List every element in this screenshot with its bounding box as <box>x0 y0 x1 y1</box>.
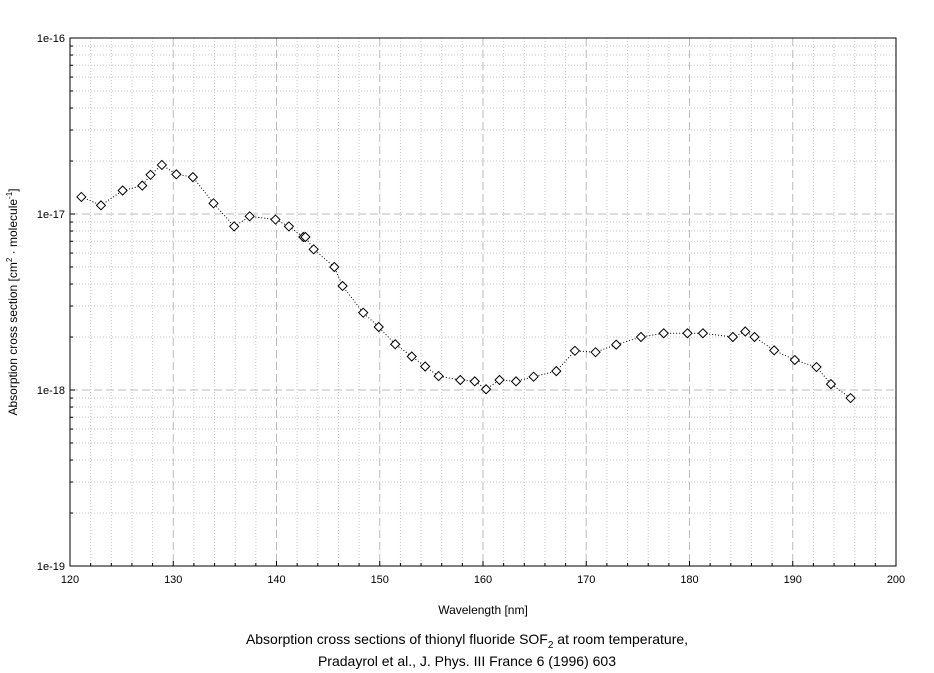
y-axis-label: Absorption cross section [cm2 · molecule… <box>5 188 20 415</box>
data-point-marker <box>551 365 562 377</box>
data-point-marker <box>740 326 751 337</box>
data-point-marker <box>308 244 319 255</box>
y-axis-label-sup2: -1 <box>5 191 14 199</box>
data-point-marker <box>749 331 760 343</box>
data-point-marker <box>528 371 539 382</box>
data-point-marker <box>76 191 87 203</box>
data-point-marker <box>658 328 669 339</box>
data-point-marker <box>569 345 581 357</box>
data-point-marker <box>300 231 311 243</box>
x-tick-label: 130 <box>164 574 182 586</box>
y-tick-label: 1e-18 <box>37 385 65 397</box>
x-axis-label: Wavelength [nm] <box>438 603 528 617</box>
data-point-marker <box>697 328 709 339</box>
y-tick-label: 1e-19 <box>37 561 65 573</box>
data-point-marker <box>208 198 219 209</box>
x-axis-tick-labels: 120 130 140 150 160 170 180 190 200 <box>61 574 905 586</box>
data-point-marker <box>610 339 622 350</box>
y-tick-label: 1e-16 <box>37 33 65 45</box>
data-point-marker <box>455 374 466 386</box>
data-point-marker <box>145 169 156 181</box>
x-tick-label: 120 <box>61 574 79 586</box>
data-point-marker <box>373 321 384 333</box>
data-point-marker <box>469 376 480 387</box>
data-point-marker <box>433 370 444 382</box>
minor-gridlines <box>70 38 896 566</box>
data-point-marker <box>419 361 431 372</box>
y-axis-tick-labels: 1e-19 1e-18 1e-17 1e-16 <box>37 33 65 573</box>
data-point-marker <box>156 159 168 171</box>
data-point-marker <box>244 211 255 222</box>
data-points <box>76 159 856 404</box>
data-point-marker <box>480 384 492 395</box>
data-point-marker <box>117 185 128 196</box>
caption-line-1-suffix: at room temperature, <box>553 631 689 647</box>
data-point-marker <box>768 345 780 356</box>
caption-line-1-subscript: 2 <box>547 639 554 651</box>
data-point-marker <box>283 221 295 232</box>
caption-line-1: Absorption cross sections of thionyl flu… <box>0 631 934 651</box>
x-tick-label: 160 <box>474 574 492 586</box>
data-point-marker <box>682 328 693 339</box>
data-point-marker <box>187 171 199 183</box>
x-tick-label: 200 <box>887 574 905 586</box>
data-point-marker <box>845 392 856 404</box>
data-point-marker <box>358 307 369 318</box>
data-point-marker <box>171 169 182 180</box>
caption-line-2: Pradayrol et al., J. Phys. III France 6 … <box>317 653 617 669</box>
data-point-marker <box>390 339 401 350</box>
data-point-marker <box>337 280 348 292</box>
data-point-marker <box>137 180 148 191</box>
y-axis-label-middle: · molecule <box>6 199 20 258</box>
data-point-marker <box>635 331 647 343</box>
x-tick-label: 150 <box>371 574 389 586</box>
y-axis-label-suffix: ] <box>6 188 20 191</box>
y-tick-label: 1e-17 <box>37 209 65 221</box>
x-tick-label: 140 <box>267 574 285 586</box>
data-point-marker <box>406 351 417 362</box>
data-point-marker <box>228 221 240 232</box>
data-point-marker <box>590 346 601 358</box>
data-point-marker <box>95 200 107 211</box>
data-point-marker <box>494 374 505 386</box>
data-point-marker <box>510 376 522 387</box>
y-axis-label-prefix: Absorption cross section [cm <box>6 262 20 415</box>
data-point-marker <box>811 361 822 373</box>
data-point-marker <box>329 261 340 273</box>
x-tick-label: 180 <box>680 574 698 586</box>
x-tick-label: 170 <box>577 574 595 586</box>
y-axis-label-sup1: 2 <box>5 257 14 262</box>
data-point-marker <box>789 354 801 366</box>
x-tick-label: 190 <box>784 574 802 586</box>
series-line <box>81 164 851 399</box>
data-point-marker <box>825 378 837 390</box>
data-point-marker <box>270 214 281 225</box>
data-point-marker <box>727 331 739 343</box>
axis-ticks <box>69 37 897 567</box>
caption-line-1-prefix: Absorption cross sections of thionyl flu… <box>245 631 548 647</box>
